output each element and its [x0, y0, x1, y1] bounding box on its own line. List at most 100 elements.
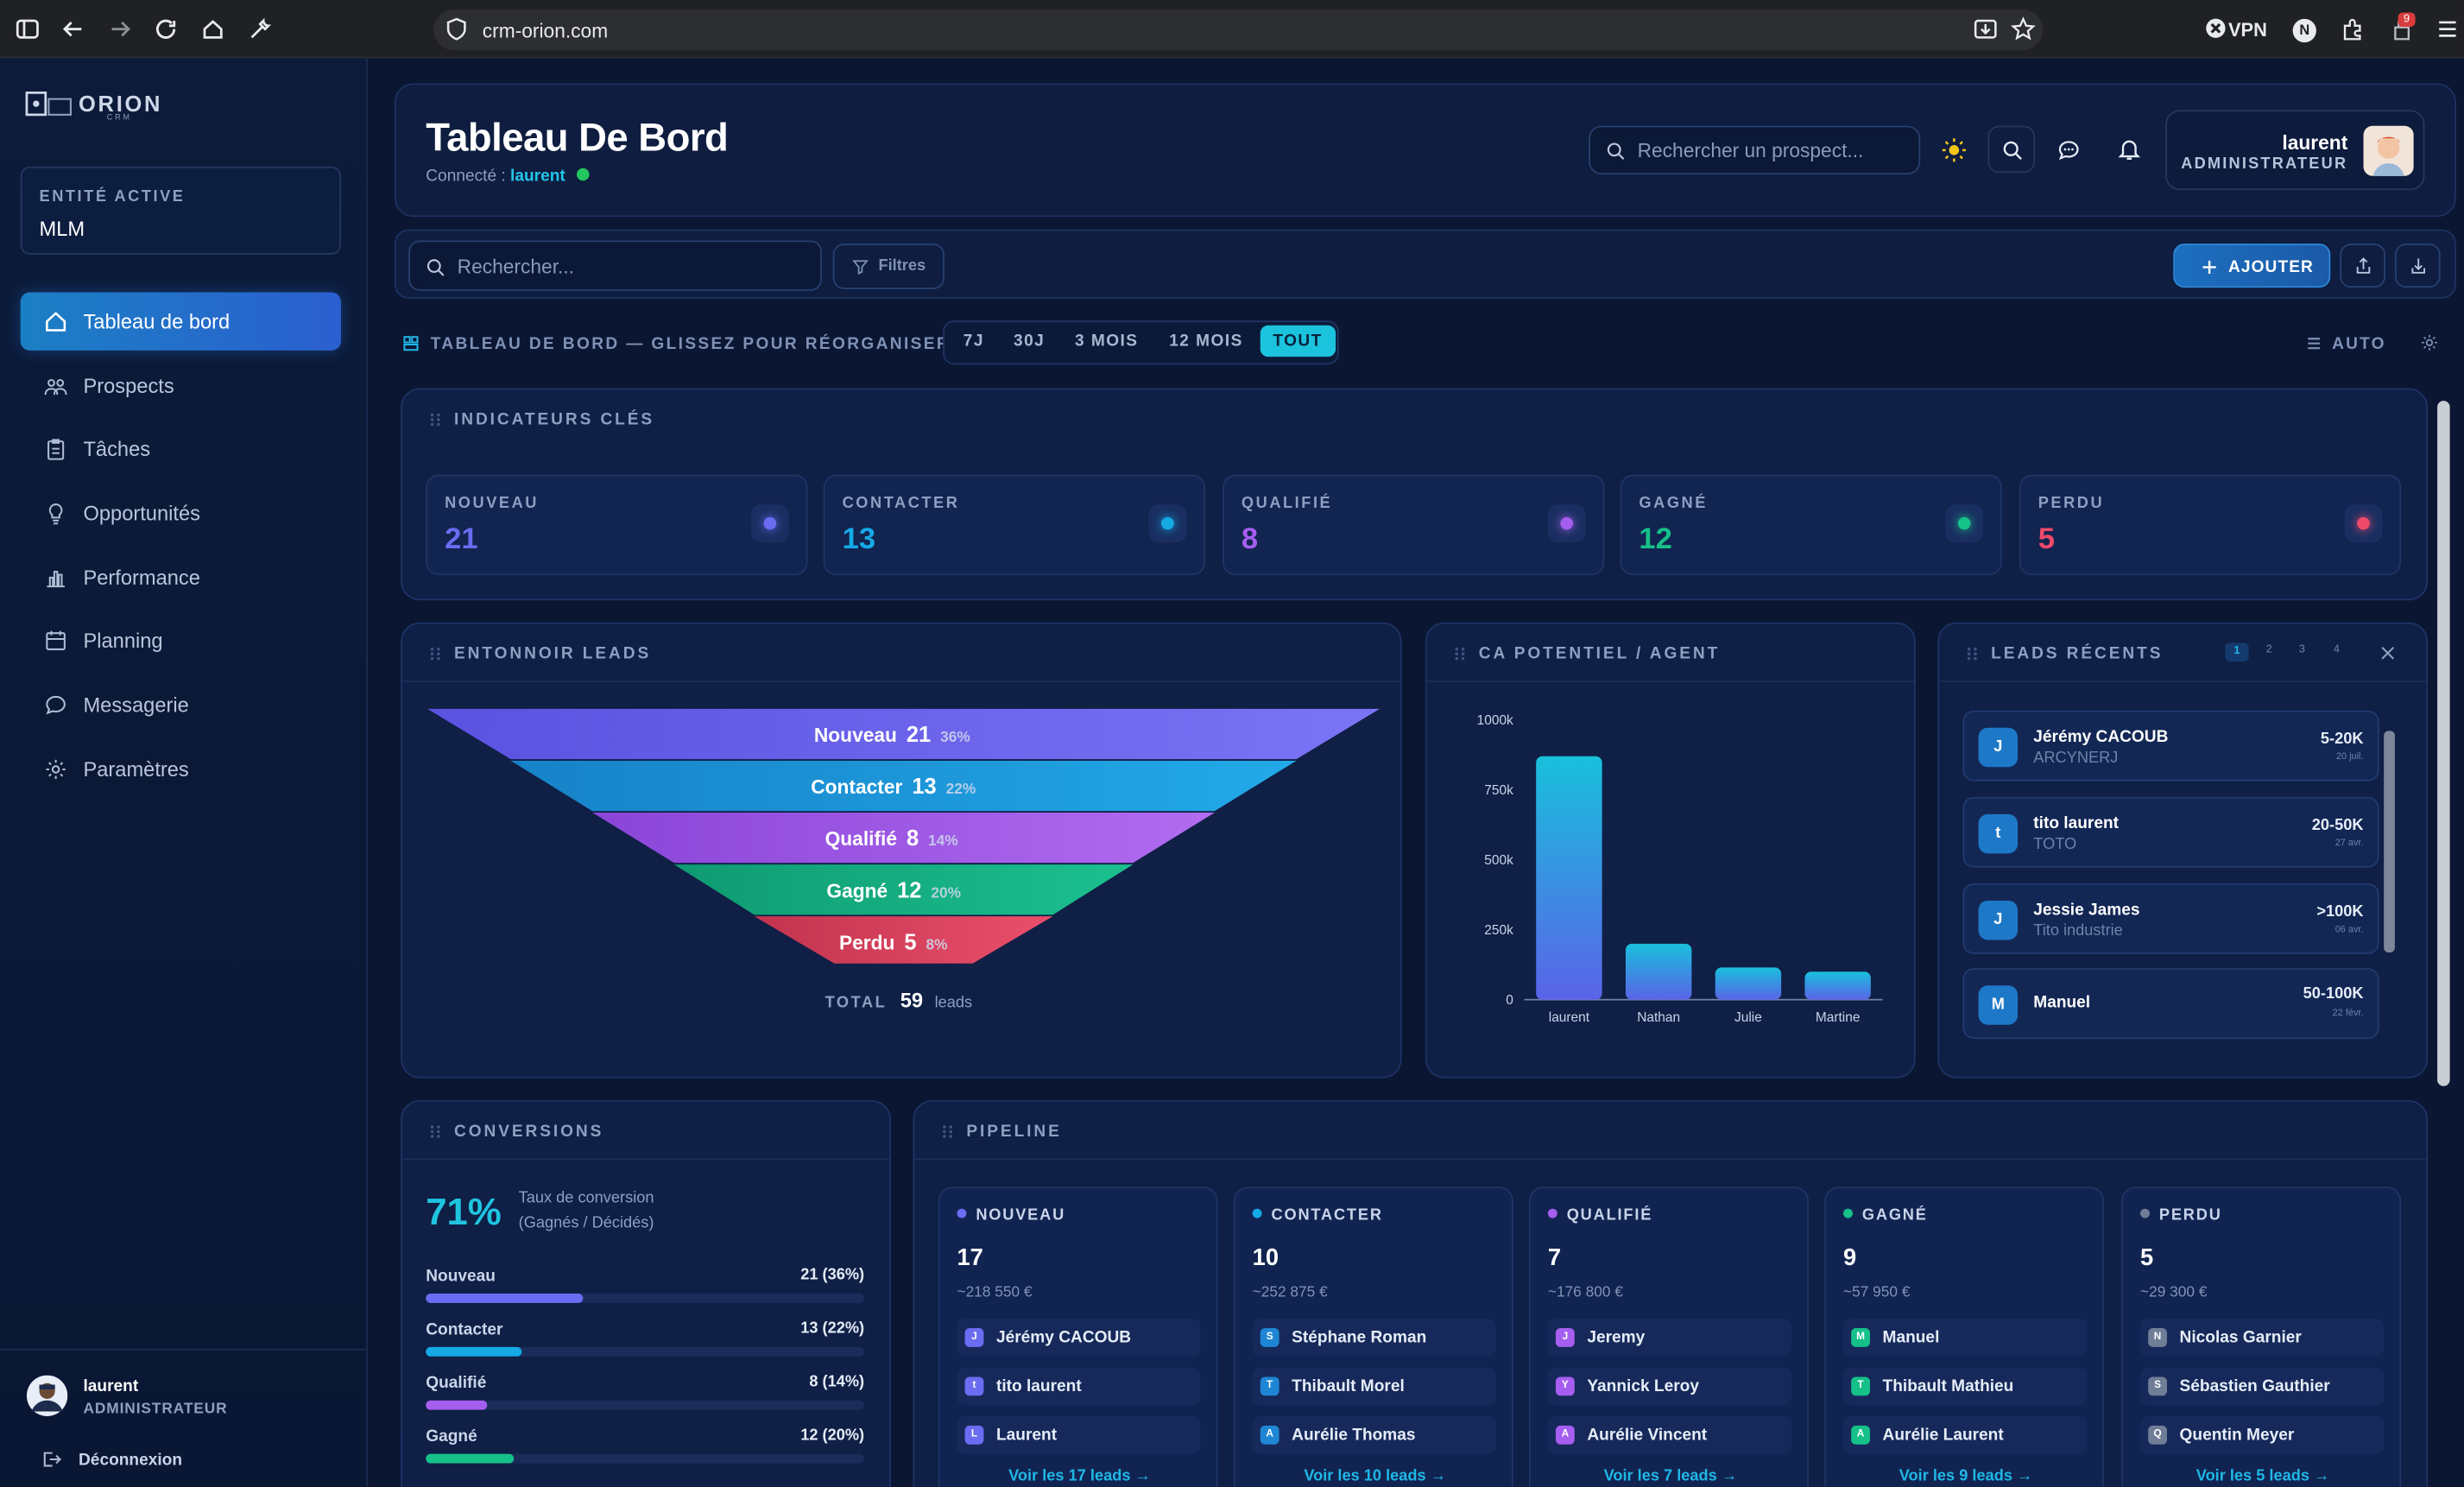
drag-handle-icon[interactable]	[941, 1123, 954, 1139]
prospect-search-input[interactable]: Rechercher un prospect...	[1589, 125, 1921, 175]
search-button[interactable]	[1987, 125, 2036, 174]
pipeline-lead-item[interactable]: J Jeremy	[1547, 1319, 1791, 1357]
funnel-stage-nouveau[interactable]	[427, 708, 1380, 760]
vpn-icon[interactable]	[2205, 17, 2227, 39]
pipeline-lead-item[interactable]: Q Quentin Meyer	[2140, 1415, 2385, 1454]
drag-handle-icon[interactable]	[429, 646, 442, 661]
recent-leads-scrollbar[interactable]	[2384, 731, 2395, 953]
settings-gear-icon[interactable]	[2420, 333, 2439, 352]
pipeline-lead-item[interactable]: S Stéphane Roman	[1252, 1319, 1496, 1357]
funnel-stage-gagne[interactable]	[673, 864, 1134, 915]
pipeline-lead-item[interactable]: Y Yannick Leroy	[1547, 1367, 1791, 1406]
forward-icon[interactable]	[107, 16, 134, 42]
bell-icon[interactable]	[2117, 136, 2142, 161]
kpi-tile-qualifié[interactable]: QUALIFIÉ 8	[1223, 474, 1605, 576]
drag-handle-icon[interactable]	[429, 412, 442, 427]
pipeline-lead-item[interactable]: T Thibault Mathieu	[1843, 1367, 2088, 1406]
status-dot	[957, 1208, 967, 1218]
reload-icon[interactable]	[153, 16, 180, 42]
funnel-stage-qualifie[interactable]	[592, 813, 1215, 864]
bar-laurent[interactable]	[1536, 756, 1602, 1000]
kpi-tile-nouveau[interactable]: NOUVEAU 21	[426, 474, 808, 576]
download-button[interactable]	[2394, 244, 2441, 288]
kpi-tile-perdu[interactable]: PERDU 5	[2019, 474, 2402, 576]
nav-opportunites[interactable]: Opportunités	[21, 484, 341, 542]
close-icon[interactable]	[2381, 646, 2395, 660]
drag-handle-icon[interactable]	[429, 1123, 442, 1139]
kpi-tile-contacter[interactable]: CONTACTER 13	[823, 474, 1206, 576]
view-all-leads-link[interactable]: Voir les 9 leads →	[1899, 1468, 2033, 1486]
bar-nathan[interactable]	[1625, 943, 1692, 1000]
add-button[interactable]: AJOUTER	[2173, 244, 2331, 288]
drag-handle-icon[interactable]	[1966, 646, 1979, 661]
view-all-leads-link[interactable]: Voir les 17 leads →	[1008, 1468, 1151, 1486]
nav-tableau-de-bord[interactable]: Tableau de bord	[20, 292, 341, 351]
pipeline-lead-item[interactable]: t tito laurent	[957, 1367, 1201, 1406]
active-entity-selector[interactable]: ENTITÉ ACTIVE MLM	[20, 166, 341, 255]
menu-icon[interactable]	[2434, 16, 2461, 42]
bar-julie[interactable]	[1715, 967, 1782, 1000]
period-30j[interactable]: 30J	[1013, 332, 1046, 351]
nav-performance[interactable]: Performance	[21, 548, 341, 606]
funnel-stage-perdu[interactable]	[754, 916, 1053, 964]
nav-messagerie[interactable]: Messagerie	[21, 676, 341, 734]
period-3-mois[interactable]: 3 MOIS	[1074, 332, 1139, 351]
pipeline-lead-item[interactable]: L Laurent	[957, 1415, 1201, 1454]
search-input[interactable]: Rechercher...	[408, 240, 822, 291]
pipeline-lead-item[interactable]: N Nicolas Garnier	[2140, 1319, 2385, 1357]
nav-parametres[interactable]: Paramètres	[21, 740, 341, 798]
pipeline-lead-item[interactable]: A Aurélie Vincent	[1547, 1415, 1791, 1454]
recent-page-1[interactable]: 1	[2225, 642, 2249, 662]
address-bar[interactable]	[433, 9, 2044, 51]
kpi-tile-gagné[interactable]: GAGNÉ 12	[1620, 474, 2002, 576]
shield-icon[interactable]	[443, 16, 470, 42]
logout-link[interactable]: Déconnexion	[79, 1450, 183, 1470]
funnel-stage-contacter[interactable]	[510, 760, 1297, 812]
period-12-mois[interactable]: 12 MOIS	[1169, 332, 1243, 351]
filters-button[interactable]: Filtres	[832, 244, 945, 289]
funnel-total: TOTAL 59 leads	[825, 987, 973, 1016]
recent-page-4[interactable]: 4	[2333, 644, 2341, 656]
back-icon[interactable]	[60, 16, 86, 42]
avatar[interactable]	[26, 1375, 68, 1416]
page-scrollbar[interactable]	[2437, 401, 2450, 1086]
logout-icon[interactable]	[41, 1449, 61, 1470]
wrench-icon[interactable]	[247, 16, 274, 42]
nav-taches[interactable]: Tâches	[21, 420, 341, 478]
pipeline-lead-item[interactable]: J Jérémy CACOUB	[957, 1319, 1201, 1357]
view-all-leads-link[interactable]: Voir les 10 leads →	[1304, 1468, 1446, 1486]
pipeline-lead-item[interactable]: T Thibault Morel	[1252, 1367, 1496, 1406]
home-icon[interactable]	[199, 16, 226, 42]
pipeline-lead-item[interactable]: S Sébastien Gauthier	[2140, 1367, 2385, 1406]
recent-lead-item[interactable]: J Jérémy CACOUB ARCYNERJ 5-20K 20 juil.	[1962, 710, 2379, 781]
bookmark-star-icon[interactable]	[2010, 16, 2037, 42]
view-all-leads-link[interactable]: Voir les 5 leads →	[2195, 1468, 2330, 1486]
bar-martine[interactable]	[1804, 971, 1871, 1000]
extensions-icon[interactable]	[2340, 16, 2366, 42]
sidebar-toggle-icon[interactable]	[14, 16, 41, 42]
auto-layout-toggle[interactable]: AUTO	[2332, 334, 2386, 354]
drag-handle-icon[interactable]	[1454, 646, 1467, 661]
sun-icon[interactable]	[1941, 136, 1968, 163]
period-7j[interactable]: 7J	[963, 332, 984, 351]
user-menu[interactable]: laurent ADMINISTRATEUR	[2165, 110, 2425, 191]
nav-planning[interactable]: Planning	[21, 611, 341, 669]
recent-lead-item[interactable]: M Manuel 50-100K 22 févr.	[1962, 968, 2379, 1040]
view-all-leads-link[interactable]: Voir les 7 leads →	[1603, 1468, 1738, 1486]
install-icon[interactable]	[1972, 16, 1999, 42]
pipeline-lead-item[interactable]: A Aurélie Laurent	[1843, 1415, 2088, 1454]
recent-lead-item[interactable]: t tito laurent TOTO 20-50K 27 avr.	[1962, 796, 2379, 868]
pipeline-lead-item[interactable]: A Aurélie Thomas	[1252, 1415, 1496, 1454]
recent-page-3[interactable]: 3	[2298, 644, 2305, 656]
nav-prospects[interactable]: Prospects	[21, 357, 341, 414]
period-tout[interactable]: TOUT	[1260, 325, 1336, 358]
recent-lead-item[interactable]: J Jessie James Tito industrie >100K 06 avr.	[1962, 883, 2379, 954]
profile-avatar[interactable]: N	[2292, 18, 2316, 43]
recent-page-2[interactable]: 2	[2265, 644, 2272, 656]
chat-icon[interactable]	[2057, 138, 2081, 161]
pipeline-lead-item[interactable]: M Manuel	[1843, 1319, 2088, 1357]
export-button[interactable]	[2340, 244, 2385, 288]
bar-chart-icon	[47, 571, 65, 588]
url-text: crm-orion.com	[482, 20, 609, 43]
vpn-label[interactable]: VPN	[2227, 18, 2267, 41]
